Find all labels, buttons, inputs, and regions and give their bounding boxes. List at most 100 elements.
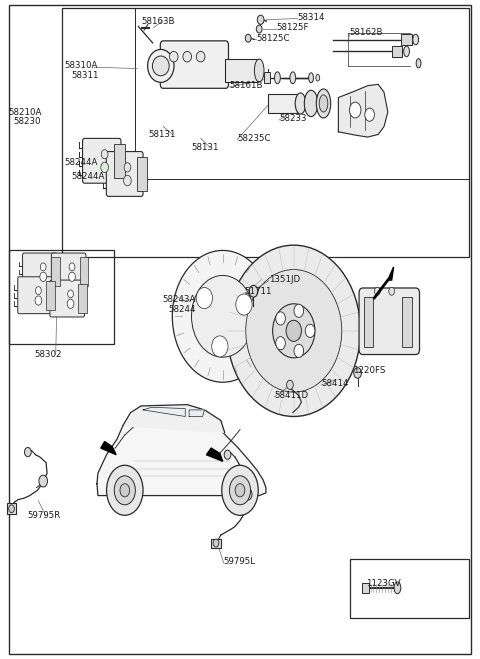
Circle shape — [101, 162, 108, 173]
Text: 58244A: 58244A — [65, 158, 98, 167]
Ellipse shape — [273, 304, 315, 358]
Ellipse shape — [148, 49, 174, 82]
FancyBboxPatch shape — [23, 253, 57, 290]
Bar — [114, 144, 125, 178]
Circle shape — [39, 475, 48, 487]
Polygon shape — [338, 84, 388, 137]
Circle shape — [24, 447, 31, 457]
Circle shape — [107, 465, 143, 515]
Bar — [46, 281, 55, 310]
Circle shape — [40, 272, 47, 281]
Bar — [350, 559, 469, 618]
Circle shape — [294, 304, 304, 318]
Text: 58233: 58233 — [279, 114, 307, 123]
Ellipse shape — [319, 95, 328, 112]
Text: 58310A: 58310A — [65, 61, 98, 71]
Circle shape — [114, 476, 135, 505]
Ellipse shape — [169, 51, 178, 62]
Ellipse shape — [416, 59, 421, 68]
Text: 58244A: 58244A — [71, 172, 105, 181]
Bar — [225, 59, 258, 82]
Circle shape — [67, 299, 74, 308]
FancyBboxPatch shape — [51, 253, 86, 290]
Ellipse shape — [236, 294, 252, 315]
Bar — [364, 297, 373, 347]
Text: 58131: 58131 — [149, 130, 176, 139]
Circle shape — [69, 263, 75, 271]
Polygon shape — [388, 267, 394, 280]
Ellipse shape — [183, 51, 192, 62]
Circle shape — [222, 465, 258, 515]
Ellipse shape — [309, 72, 313, 82]
Circle shape — [276, 312, 285, 325]
Text: 1220FS: 1220FS — [353, 366, 385, 375]
Text: 59795L: 59795L — [224, 557, 256, 566]
Polygon shape — [123, 405, 225, 432]
Bar — [136, 157, 146, 191]
Polygon shape — [206, 448, 223, 461]
Circle shape — [389, 287, 395, 295]
Text: 58414: 58414 — [322, 379, 349, 388]
Text: 58210A: 58210A — [9, 107, 42, 117]
Bar — [51, 257, 60, 286]
Bar — [268, 94, 298, 113]
Text: 1123GV: 1123GV — [366, 579, 400, 588]
Ellipse shape — [192, 275, 254, 357]
Circle shape — [124, 175, 132, 186]
Bar — [392, 46, 402, 57]
Polygon shape — [101, 442, 116, 455]
Ellipse shape — [295, 93, 306, 114]
Ellipse shape — [246, 270, 342, 392]
Circle shape — [120, 484, 130, 497]
Circle shape — [294, 344, 304, 357]
Circle shape — [243, 488, 252, 500]
Circle shape — [249, 285, 258, 297]
Text: 58162B: 58162B — [349, 28, 383, 38]
Circle shape — [35, 296, 42, 305]
Bar — [78, 284, 87, 313]
Bar — [135, 8, 469, 179]
Circle shape — [354, 368, 361, 378]
Circle shape — [305, 324, 315, 337]
Circle shape — [124, 163, 131, 172]
Circle shape — [245, 34, 251, 42]
Circle shape — [365, 108, 374, 121]
Circle shape — [257, 15, 264, 24]
Circle shape — [36, 287, 41, 295]
Text: 58230: 58230 — [13, 117, 41, 126]
Bar — [402, 297, 412, 347]
Bar — [62, 8, 469, 257]
Text: 1351JD: 1351JD — [269, 275, 300, 284]
Circle shape — [235, 484, 245, 497]
Circle shape — [286, 320, 301, 341]
Text: 58235C: 58235C — [237, 134, 271, 143]
Circle shape — [101, 150, 108, 159]
Ellipse shape — [275, 72, 280, 84]
Text: 58131: 58131 — [191, 143, 218, 152]
FancyBboxPatch shape — [107, 152, 143, 196]
Text: 58243A: 58243A — [162, 295, 196, 304]
Circle shape — [256, 25, 262, 33]
Ellipse shape — [196, 51, 205, 62]
Ellipse shape — [254, 59, 264, 82]
Circle shape — [276, 337, 285, 350]
Bar — [362, 583, 369, 593]
Text: 58311: 58311 — [71, 71, 98, 80]
Polygon shape — [143, 407, 185, 416]
Circle shape — [9, 505, 14, 513]
Bar — [80, 257, 88, 286]
Ellipse shape — [404, 46, 409, 57]
Circle shape — [69, 272, 75, 281]
Polygon shape — [97, 416, 266, 496]
FancyBboxPatch shape — [83, 138, 121, 183]
Polygon shape — [189, 410, 204, 416]
Circle shape — [224, 450, 231, 459]
Bar — [7, 503, 16, 514]
Circle shape — [40, 263, 46, 271]
Text: 58244: 58244 — [168, 305, 195, 314]
FancyBboxPatch shape — [160, 41, 228, 88]
FancyBboxPatch shape — [50, 280, 84, 317]
Text: 58125C: 58125C — [256, 34, 290, 43]
Circle shape — [68, 290, 73, 298]
Ellipse shape — [172, 250, 273, 382]
